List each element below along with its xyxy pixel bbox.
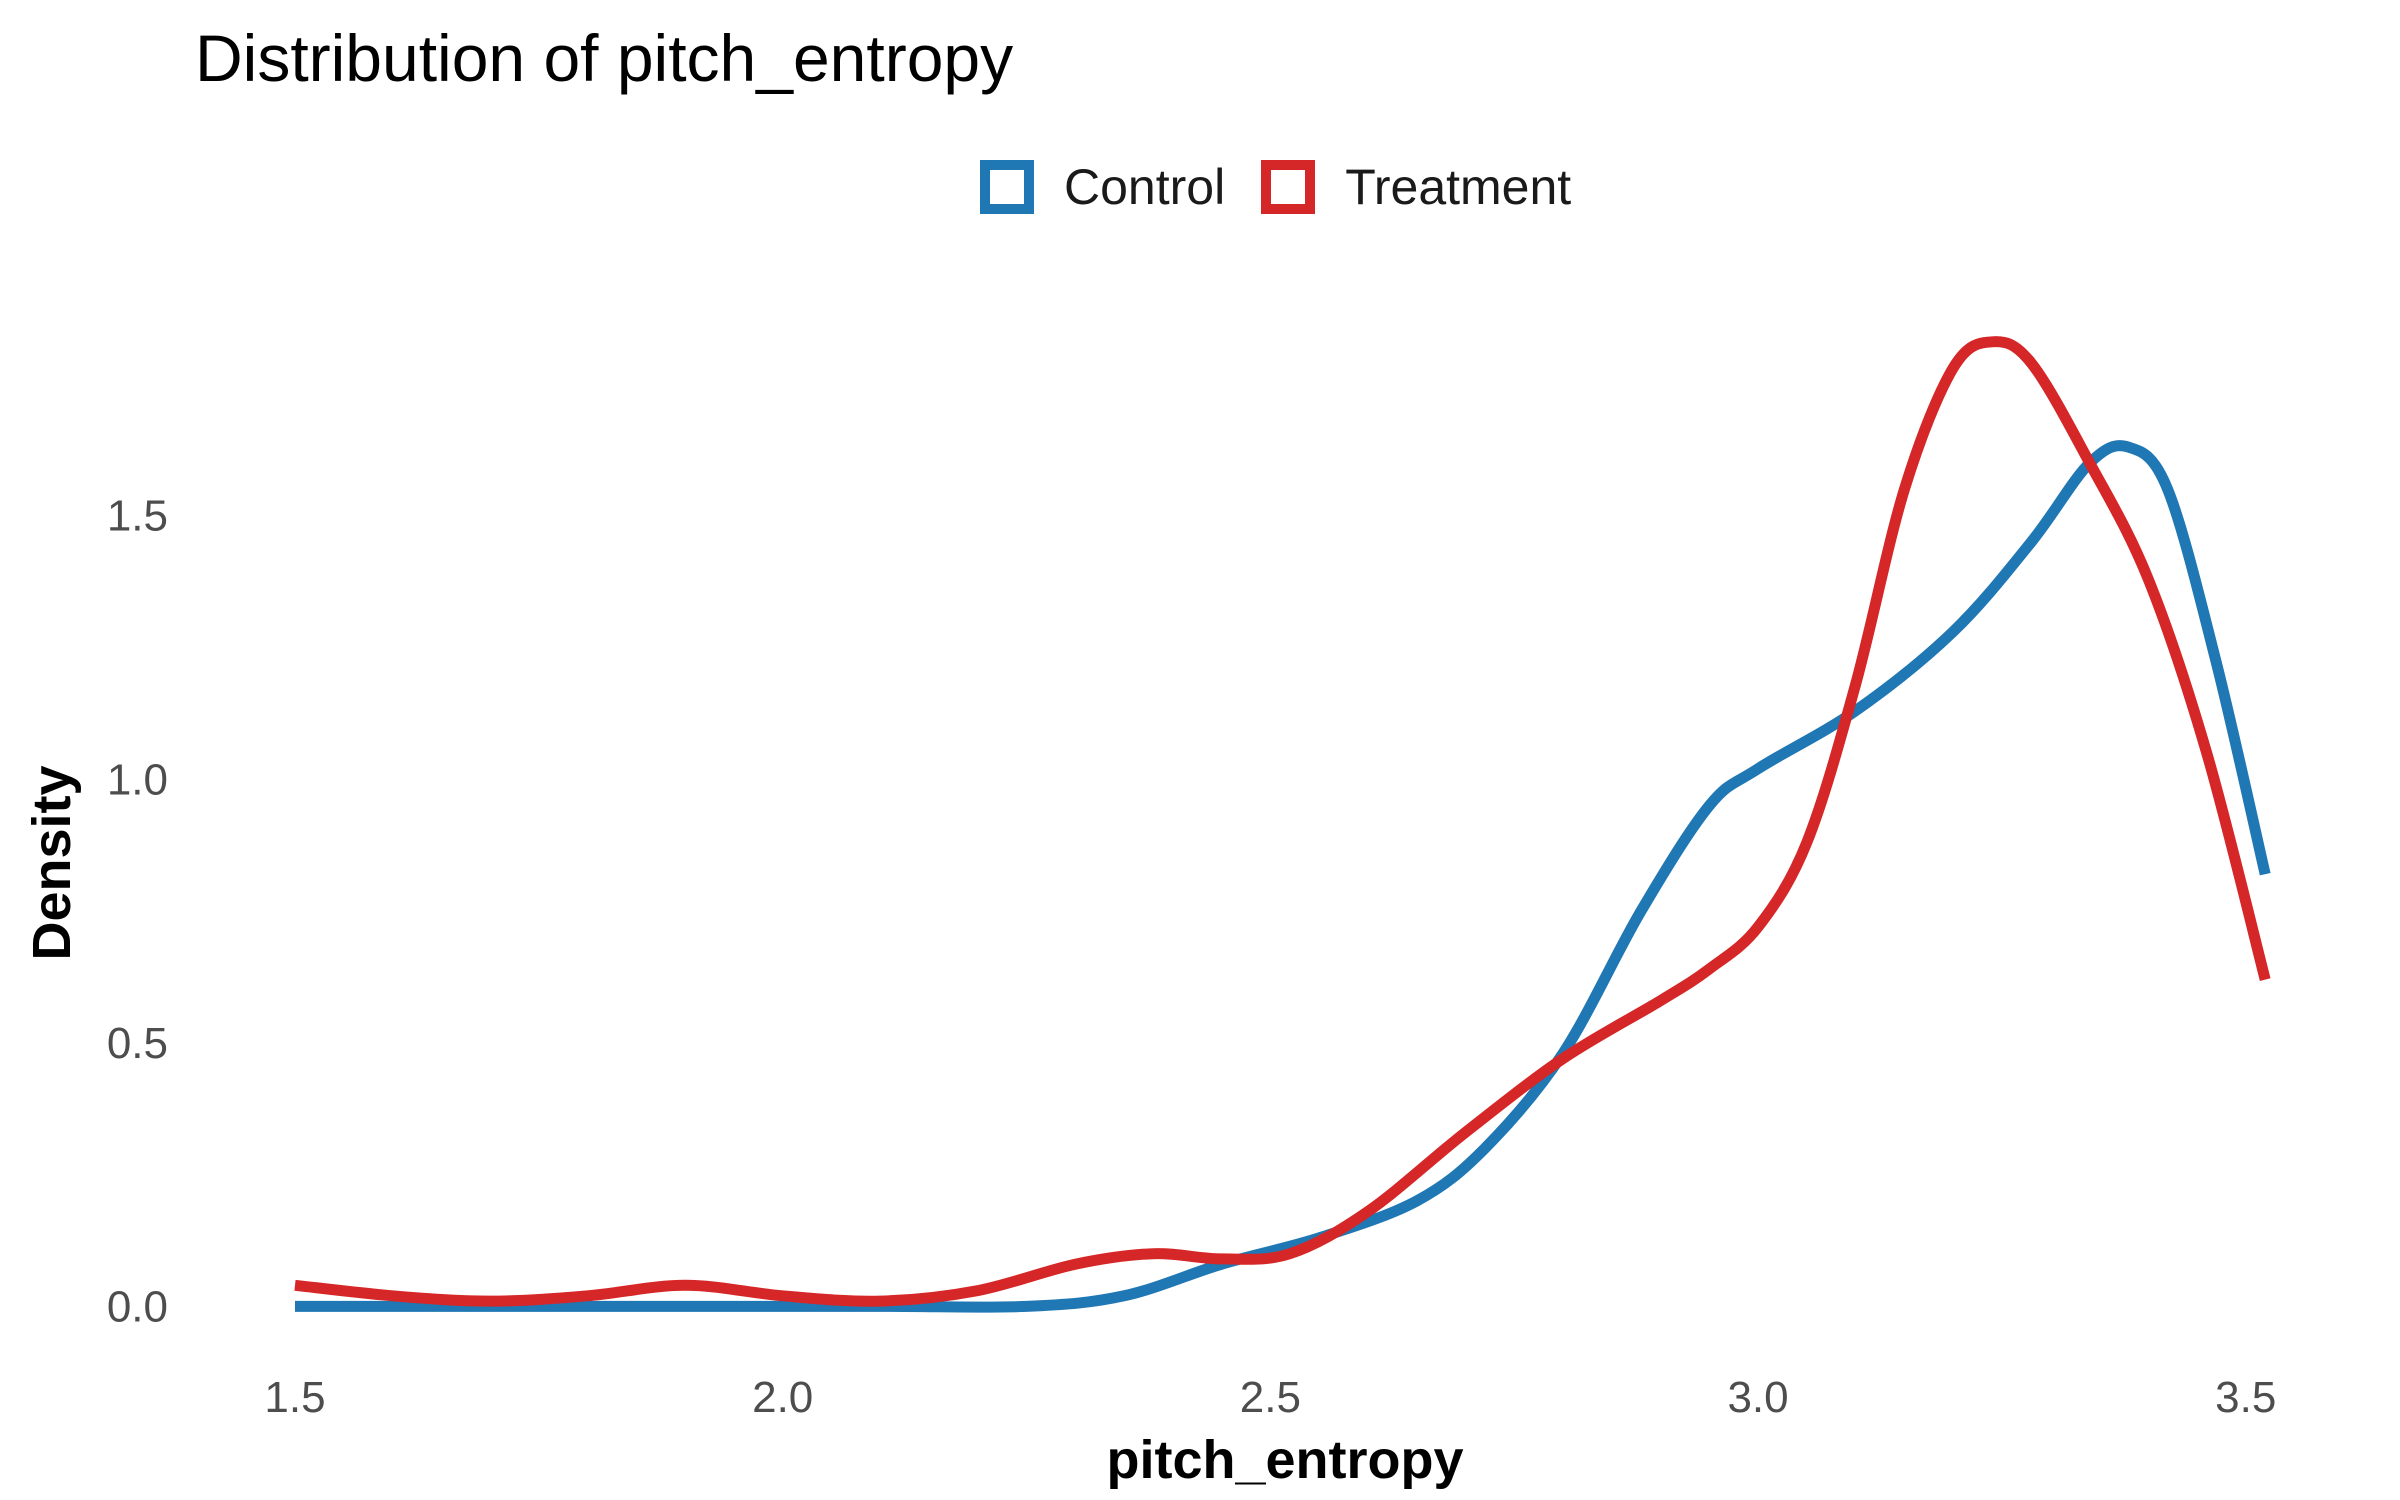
legend-item-treatment: Treatment (1261, 158, 1571, 216)
x-tick-label: 1.5 (264, 1373, 325, 1422)
x-tick-label: 2.5 (1240, 1373, 1301, 1422)
y-tick-label: 0.5 (107, 1019, 168, 1068)
chart-title: Distribution of pitch_entropy (195, 21, 1014, 95)
series-line-control (295, 440, 2271, 1313)
x-tick-label: 2.0 (752, 1373, 813, 1422)
legend-swatch-control (980, 160, 1034, 214)
x-tick-label: 3.0 (1727, 1373, 1788, 1422)
y-tick-label: 1.0 (107, 755, 168, 804)
x-axis-title: pitch_entropy (1106, 1430, 1463, 1490)
y-tick-label: 1.5 (107, 492, 168, 541)
legend-label-treatment: Treatment (1345, 159, 1572, 215)
legend-label-control: Control (1064, 159, 1226, 215)
y-axis-title: Density (22, 765, 82, 960)
legend-swatch-treatment (1261, 160, 1316, 214)
x-tick-label: 3.5 (2215, 1373, 2276, 1422)
legend: Control Treatment (980, 158, 1607, 216)
series-line-treatment (294, 336, 2271, 1307)
y-tick-label: 0.0 (107, 1282, 168, 1331)
legend-item-control: Control (980, 158, 1225, 216)
